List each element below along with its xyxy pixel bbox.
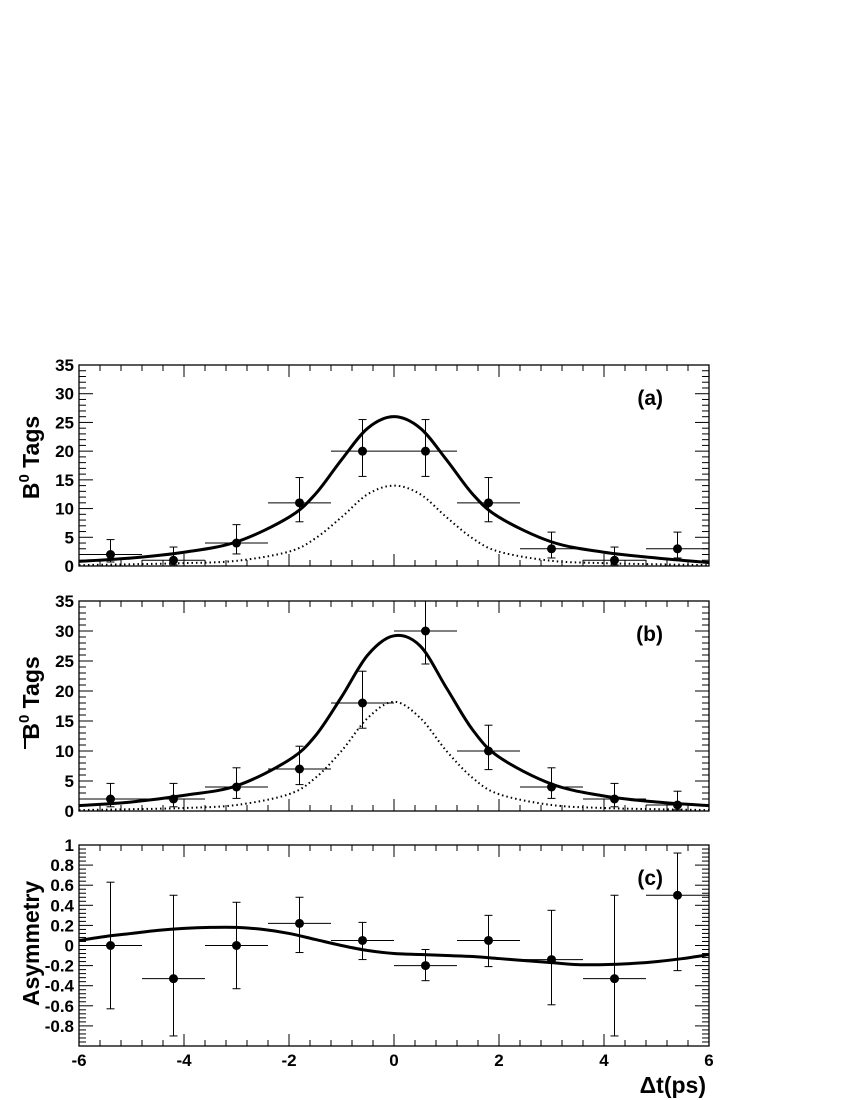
data-point <box>547 955 556 965</box>
data-point <box>169 794 178 804</box>
y-axis-title-main: Asymmetry <box>18 881 44 1006</box>
data-point <box>106 941 115 950</box>
data-point <box>484 498 493 508</box>
data-point <box>232 538 241 548</box>
data-point <box>358 935 367 945</box>
y-tick-label: -0.2 <box>45 957 74 976</box>
y-tick-label: 0 <box>65 557 74 576</box>
data-point <box>673 890 682 900</box>
y-axis-title: Asymmetry <box>18 881 44 1006</box>
panel-c: -0.8-0.6-0.4-0.200.20.40.60.81(c)Asymmet… <box>18 836 714 1098</box>
y-tick-label: 20 <box>55 682 74 701</box>
y-tick-label: 0.2 <box>50 916 74 935</box>
y-tick-label: 35 <box>55 356 74 375</box>
data-point <box>673 544 682 554</box>
data-point <box>295 764 304 774</box>
data-point <box>610 555 619 565</box>
y-tick-label: 5 <box>65 528 74 547</box>
data-point <box>421 446 430 456</box>
data-point <box>106 794 115 804</box>
y-tick-label: 25 <box>55 652 74 671</box>
data-point <box>169 555 178 565</box>
y-tick-label: -0.8 <box>45 1017 74 1036</box>
fit-curve-dotted <box>78 484 710 567</box>
x-tick-label: -2 <box>281 1051 296 1070</box>
y-tick-label: -0.4 <box>45 977 75 996</box>
y-tick-label: 0.8 <box>50 856 74 875</box>
data-point <box>421 961 430 971</box>
data-point <box>610 794 619 804</box>
y-tick-label: 0.6 <box>50 876 74 895</box>
y-tick-label: 0 <box>65 937 74 956</box>
x-tick-label: -6 <box>71 1051 86 1070</box>
y-axis-title-rest: Tags <box>18 416 44 474</box>
y-tick-label: 20 <box>55 442 74 461</box>
y-tick-label: 35 <box>55 592 74 611</box>
plot-frame <box>78 364 710 567</box>
x-tick-label: 4 <box>599 1051 609 1070</box>
x-tick-label: 2 <box>494 1051 503 1070</box>
data-point <box>232 782 241 792</box>
data-point <box>232 941 241 950</box>
plot-frame <box>78 600 710 812</box>
data-point <box>484 746 493 756</box>
panel-label: (a) <box>637 387 663 410</box>
fit-curve-solid <box>78 925 710 967</box>
data-point <box>547 782 556 792</box>
y-tick-label: 1 <box>65 836 74 855</box>
y-axis-title-main: B <box>18 483 44 500</box>
data-point <box>421 626 430 636</box>
panel-label: (b) <box>636 623 663 646</box>
y-tick-label: 15 <box>55 471 74 490</box>
y-axis-title: B0 Tags <box>16 416 44 499</box>
fit-curve-solid <box>78 415 710 565</box>
data-point <box>358 698 367 708</box>
x-tick-label: -4 <box>176 1051 192 1070</box>
y-axis-title: B0 Tags <box>16 656 44 739</box>
x-tick-label: 6 <box>704 1051 713 1070</box>
panel-label: (c) <box>637 867 663 890</box>
x-axis-title: Δt(ps) <box>640 1072 706 1098</box>
y-axis-title-main: B <box>18 723 44 740</box>
y-tick-label: 0 <box>65 802 74 821</box>
data-point <box>358 446 367 456</box>
y-tick-label: -0.6 <box>45 997 74 1016</box>
data-point <box>610 974 619 984</box>
y-tick-label: 15 <box>55 712 74 731</box>
y-tick-label: 10 <box>55 500 74 519</box>
y-tick-label: 30 <box>55 622 74 641</box>
data-point <box>106 550 115 560</box>
y-tick-label: 0.4 <box>50 896 74 915</box>
y-tick-label: 5 <box>65 772 74 791</box>
y-axis-title-superscript: 0 <box>16 474 33 482</box>
data-point <box>169 974 178 984</box>
y-tick-label: 30 <box>55 385 74 404</box>
data-point <box>673 800 682 810</box>
data-point <box>295 498 304 508</box>
data-point <box>547 544 556 554</box>
fit-curve-solid <box>78 633 710 808</box>
y-axis-title-rest: Tags <box>18 656 44 714</box>
y-tick-label: 25 <box>55 413 74 432</box>
y-tick-label: 10 <box>55 742 74 761</box>
x-tick-label: 0 <box>389 1051 398 1070</box>
data-point <box>484 935 493 945</box>
y-axis-title-superscript: 0 <box>16 715 33 723</box>
data-point <box>295 918 304 928</box>
